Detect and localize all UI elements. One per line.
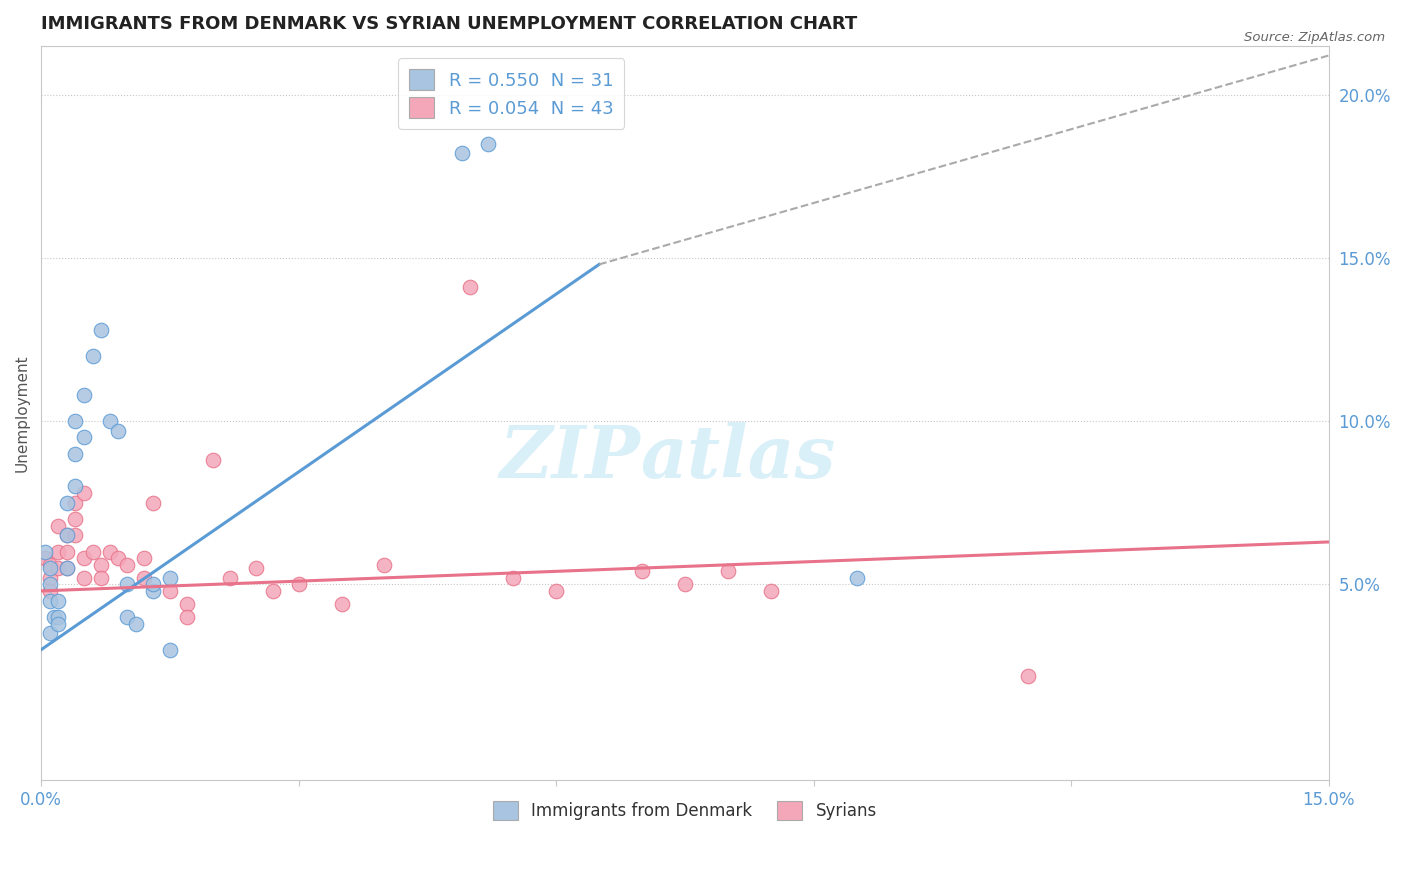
Text: Source: ZipAtlas.com: Source: ZipAtlas.com: [1244, 31, 1385, 45]
Point: [73, 571, 96, 585]
Point: [98, 545, 121, 559]
Point: [98, 414, 121, 428]
Point: [262, 583, 284, 598]
Point: [46, 610, 69, 624]
Point: [159, 583, 181, 598]
Point: [159, 642, 181, 657]
Point: [142, 583, 165, 598]
Point: [46, 561, 69, 575]
Point: [65, 479, 87, 493]
Point: [56, 561, 79, 575]
Text: ZIP: ZIP: [499, 422, 640, 492]
Point: [56, 528, 79, 542]
Point: [38, 626, 60, 640]
Point: [46, 518, 69, 533]
Point: [124, 616, 146, 631]
Point: [159, 571, 181, 585]
Point: [38, 558, 60, 572]
Point: [38, 593, 60, 607]
Point: [38, 561, 60, 575]
Point: [219, 571, 242, 585]
Point: [82, 545, 104, 559]
Point: [176, 597, 198, 611]
Point: [38, 571, 60, 585]
Point: [1017, 669, 1039, 683]
Point: [287, 577, 309, 591]
Text: IMMIGRANTS FROM DENMARK VS SYRIAN UNEMPLOYMENT CORRELATION CHART: IMMIGRANTS FROM DENMARK VS SYRIAN UNEMPL…: [41, 15, 858, 33]
Point: [450, 146, 472, 161]
Point: [477, 136, 499, 151]
Point: [56, 561, 79, 575]
Point: [142, 496, 165, 510]
Point: [107, 551, 129, 566]
Point: [502, 571, 524, 585]
Point: [115, 610, 138, 624]
Point: [56, 545, 79, 559]
Point: [56, 528, 79, 542]
Point: [34, 551, 56, 566]
Text: atlas: atlas: [640, 422, 835, 492]
Point: [134, 551, 156, 566]
Point: [460, 280, 482, 294]
Point: [631, 565, 654, 579]
Point: [38, 577, 60, 591]
Point: [65, 512, 87, 526]
Point: [759, 583, 782, 598]
Point: [717, 565, 740, 579]
Point: [65, 414, 87, 428]
Y-axis label: Unemployment: Unemployment: [15, 354, 30, 472]
Point: [90, 571, 112, 585]
Point: [673, 577, 696, 591]
Point: [46, 545, 69, 559]
Point: [42, 610, 65, 624]
Point: [38, 583, 60, 598]
Legend: Immigrants from Denmark, Syrians: Immigrants from Denmark, Syrians: [486, 795, 883, 827]
Point: [107, 424, 129, 438]
Point: [373, 558, 395, 572]
Point: [845, 571, 868, 585]
Point: [73, 551, 96, 566]
Point: [134, 571, 156, 585]
Point: [201, 453, 224, 467]
Point: [115, 577, 138, 591]
Point: [142, 577, 165, 591]
Point: [56, 496, 79, 510]
Point: [176, 610, 198, 624]
Point: [330, 597, 353, 611]
Point: [115, 558, 138, 572]
Point: [90, 323, 112, 337]
Point: [34, 545, 56, 559]
Point: [65, 496, 87, 510]
Point: [546, 583, 568, 598]
Point: [73, 430, 96, 444]
Point: [46, 593, 69, 607]
Point: [245, 561, 267, 575]
Point: [73, 486, 96, 500]
Point: [73, 388, 96, 402]
Point: [82, 349, 104, 363]
Point: [65, 528, 87, 542]
Point: [90, 558, 112, 572]
Point: [65, 447, 87, 461]
Point: [46, 616, 69, 631]
